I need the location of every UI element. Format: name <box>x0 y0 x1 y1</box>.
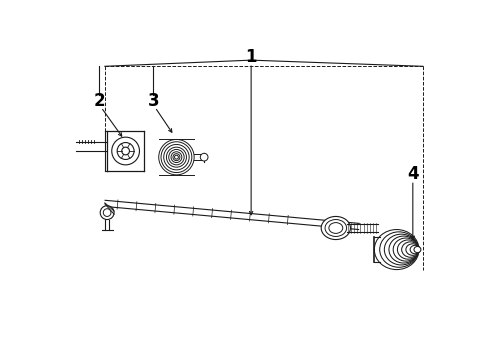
Ellipse shape <box>384 234 418 265</box>
Ellipse shape <box>389 236 418 263</box>
Ellipse shape <box>414 247 421 253</box>
Ellipse shape <box>321 216 350 239</box>
Text: 1: 1 <box>245 48 257 66</box>
Ellipse shape <box>397 240 419 259</box>
Ellipse shape <box>325 220 346 237</box>
Ellipse shape <box>100 206 114 220</box>
Ellipse shape <box>329 222 343 233</box>
Ellipse shape <box>159 139 194 175</box>
Ellipse shape <box>200 153 208 161</box>
Text: 4: 4 <box>407 165 418 183</box>
Ellipse shape <box>161 142 192 172</box>
Ellipse shape <box>374 230 419 270</box>
Ellipse shape <box>122 147 129 155</box>
Ellipse shape <box>174 155 178 159</box>
Text: 2: 2 <box>94 92 105 110</box>
Ellipse shape <box>112 137 140 165</box>
Ellipse shape <box>117 143 134 159</box>
Ellipse shape <box>171 152 182 163</box>
Ellipse shape <box>406 244 420 255</box>
Ellipse shape <box>410 245 420 254</box>
Ellipse shape <box>393 238 418 261</box>
Ellipse shape <box>169 149 184 165</box>
Ellipse shape <box>402 242 419 257</box>
Ellipse shape <box>164 144 189 170</box>
Text: 3: 3 <box>147 92 159 110</box>
Ellipse shape <box>380 232 418 267</box>
Ellipse shape <box>103 209 111 216</box>
Ellipse shape <box>173 154 180 161</box>
Ellipse shape <box>167 147 187 167</box>
